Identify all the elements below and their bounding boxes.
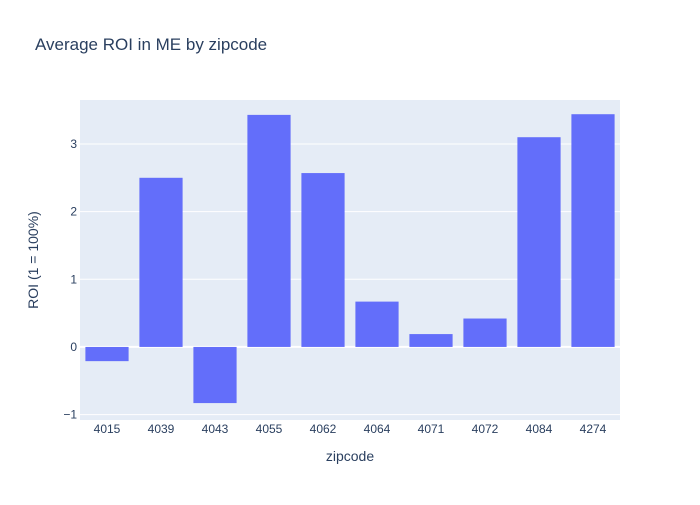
bar-4072[interactable]: [463, 318, 507, 347]
x-tick-label: 4043: [202, 422, 229, 436]
bar-4274[interactable]: [571, 114, 615, 347]
y-tick-label: 3: [70, 137, 77, 151]
chart-title: Average ROI in ME by zipcode: [35, 35, 267, 54]
x-tick-label: 4084: [526, 422, 553, 436]
x-tick-label: 4015: [94, 422, 121, 436]
x-axis-ticks: 4015 4039 4043 4055 4062 4064 4071 4072 4084 4274: [94, 422, 607, 436]
bar-4055[interactable]: [247, 114, 291, 347]
x-tick-label: 4039: [148, 422, 175, 436]
bar-4062[interactable]: [301, 173, 345, 347]
x-tick-label: 4064: [364, 422, 391, 436]
x-tick-label: 4072: [472, 422, 499, 436]
bar-4064[interactable]: [355, 301, 399, 347]
x-tick-label: 4055: [256, 422, 283, 436]
x-tick-label: 4274: [580, 422, 607, 436]
y-tick-label: −1: [63, 408, 77, 422]
y-axis-title: ROI (1 = 100%): [25, 211, 41, 309]
bar-4015[interactable]: [85, 346, 129, 362]
y-tick-label: 1: [70, 272, 77, 286]
x-tick-label: 4062: [310, 422, 337, 436]
x-tick-label: 4071: [418, 422, 445, 436]
bar-4084[interactable]: [517, 137, 561, 347]
y-tick-label: 0: [70, 340, 77, 354]
y-tick-label: 2: [70, 205, 77, 219]
bar-4071[interactable]: [409, 334, 453, 347]
x-axis-title: zipcode: [326, 448, 374, 464]
bars: [85, 114, 615, 404]
y-axis-ticks: −1 0 1 2 3: [63, 137, 77, 422]
bar-4043[interactable]: [193, 346, 237, 404]
bar-4039[interactable]: [139, 177, 183, 347]
